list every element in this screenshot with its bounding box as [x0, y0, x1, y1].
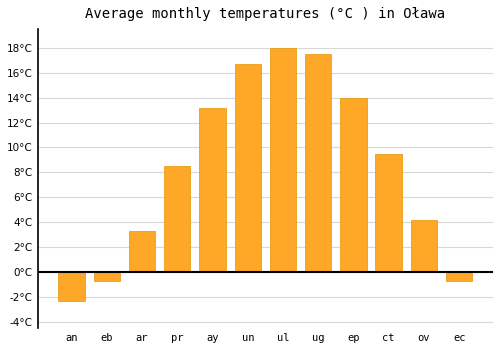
Bar — [164, 166, 190, 272]
Bar — [58, 272, 85, 301]
Bar — [446, 272, 472, 281]
Bar — [94, 272, 120, 281]
Bar — [129, 231, 156, 272]
Bar — [270, 48, 296, 272]
Bar — [305, 54, 332, 272]
Bar — [376, 154, 402, 272]
Bar — [200, 107, 226, 272]
Bar — [340, 98, 366, 272]
Bar — [234, 64, 261, 272]
Title: Average monthly temperatures (°C ) in Oława: Average monthly temperatures (°C ) in Oł… — [86, 7, 446, 21]
Bar — [410, 220, 437, 272]
